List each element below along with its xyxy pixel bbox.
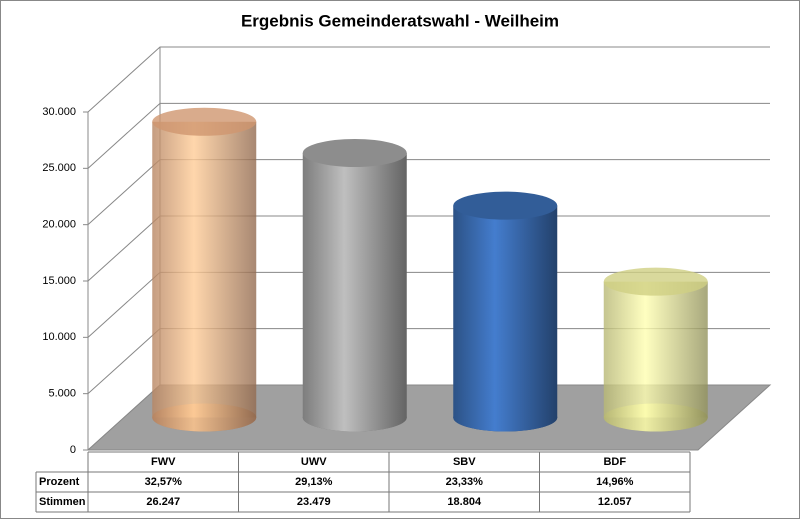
table-cell: 29,13% — [295, 476, 333, 488]
table-cell: 23.479 — [297, 496, 331, 508]
x-tick-label: BDF — [603, 456, 626, 468]
cylinder-top — [302, 138, 407, 167]
y-tick-label: 0 — [70, 444, 76, 456]
table-cell: 32,57% — [145, 476, 183, 488]
y-tick-label: 20.000 — [42, 219, 76, 231]
table-cell: 23,33% — [446, 476, 484, 488]
row-label: Stimmen — [39, 496, 86, 508]
cylinder-top — [453, 191, 558, 220]
cylinder-top — [152, 107, 257, 136]
cylinder-bottom-front — [603, 403, 708, 432]
grid-line — [87, 46, 770, 113]
table-cell: 14,96% — [596, 476, 634, 488]
table-cell: 18.804 — [447, 496, 482, 508]
table-cell: 12.057 — [598, 496, 632, 508]
y-tick-label: 5.000 — [48, 388, 76, 400]
x-tick-label: SBV — [453, 456, 476, 468]
cylinder-top — [603, 267, 708, 296]
y-tick-label: 10.000 — [42, 331, 76, 343]
x-tick-label: FWV — [151, 456, 176, 468]
cylinder — [152, 121, 257, 418]
cylinder — [302, 152, 407, 418]
y-tick-label: 30.000 — [42, 106, 76, 118]
row-label: Prozent — [39, 476, 80, 488]
cylinder — [603, 281, 708, 418]
y-tick-label: 25.000 — [42, 162, 76, 174]
cylinder-bottom-front — [453, 403, 558, 432]
grid-line — [87, 102, 770, 169]
cylinder-bottom-front — [152, 403, 257, 432]
floor — [86, 384, 772, 451]
y-tick-label: 15.000 — [42, 275, 76, 287]
cylinder — [453, 205, 558, 418]
chart-title: Ergebnis Gemeinderatswahl - Weilheim — [241, 11, 559, 30]
table-cell: 26.247 — [146, 496, 180, 508]
x-tick-label: UWV — [301, 456, 327, 468]
cylinder-bottom-front — [302, 403, 407, 432]
